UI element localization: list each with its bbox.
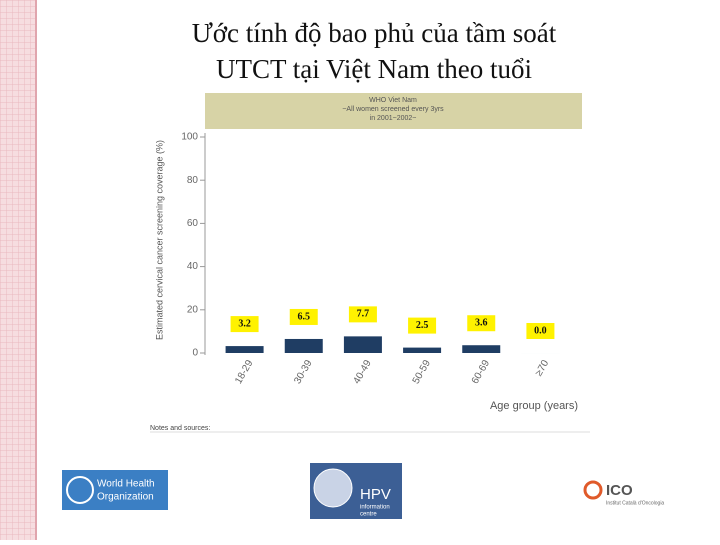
x-tick-label: ≥70 — [533, 358, 551, 378]
value-label: 3.2 — [238, 318, 251, 329]
value-label: 0.0 — [534, 325, 547, 336]
x-tick-label: 18-29 — [233, 358, 256, 386]
side-stripe — [0, 0, 36, 540]
who-logo — [62, 470, 168, 510]
x-tick-label: 40-49 — [351, 358, 374, 386]
ico-text: Institut Català d'Oncologia — [606, 500, 664, 506]
ico-text: ICO — [606, 482, 633, 499]
chart-header-text: in 2001~2002~ — [370, 115, 417, 122]
y-tick-label: 80 — [187, 175, 199, 186]
chart-header-text: WHO Viet Nam — [369, 97, 417, 104]
bar — [344, 336, 382, 353]
x-tick-label: 50-59 — [411, 358, 434, 386]
hpv-text: information — [360, 505, 390, 511]
value-label: 2.5 — [416, 320, 429, 331]
hpv-text: HPV — [360, 486, 391, 503]
y-tick-label: 20 — [187, 304, 199, 315]
hpv-text: centre — [360, 512, 377, 518]
bar — [226, 346, 264, 353]
bar — [403, 348, 441, 353]
bar — [285, 339, 323, 353]
x-axis-label: Age group (years) — [490, 400, 578, 412]
value-label: 3.6 — [475, 318, 488, 329]
value-label: 7.7 — [357, 309, 370, 320]
y-tick-label: 40 — [187, 261, 199, 272]
value-label: 6.5 — [298, 311, 311, 322]
y-tick-label: 100 — [181, 132, 198, 143]
ico-emblem — [585, 482, 601, 498]
y-axis-label: Estimated cervical cancer screening cove… — [154, 140, 164, 340]
bar — [462, 345, 500, 353]
y-tick-label: 60 — [187, 218, 199, 229]
x-tick-label: 60-69 — [470, 358, 493, 386]
who-text: World Health — [97, 479, 155, 490]
y-tick-label: 0 — [192, 348, 198, 359]
x-tick-label: 30-39 — [292, 358, 315, 386]
notes-title: Notes and sources: — [150, 425, 210, 432]
who-text: Organization — [97, 492, 154, 503]
hpv-emblem — [314, 469, 352, 507]
chart-header-text: ~All women screened every 3yrs — [342, 106, 444, 113]
